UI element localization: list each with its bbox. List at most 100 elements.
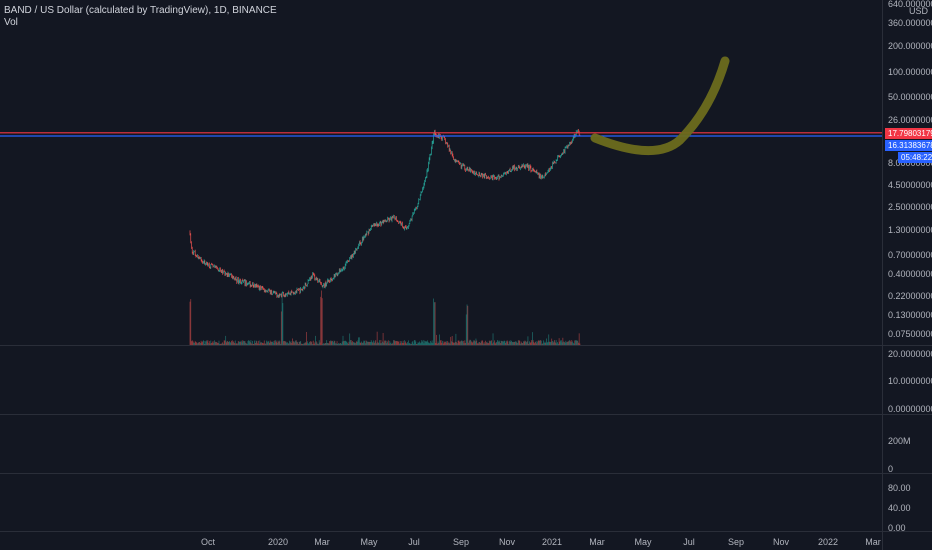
volume-bar xyxy=(411,342,413,345)
volume-bar xyxy=(532,340,534,345)
volume-bar xyxy=(246,343,247,345)
volume-bar xyxy=(487,343,489,345)
volume-bar xyxy=(428,342,429,345)
volume-bar xyxy=(496,341,498,345)
volume-bar xyxy=(549,341,550,345)
volume-bar xyxy=(475,338,477,345)
volume-bar xyxy=(225,335,227,345)
volume-bar xyxy=(429,343,431,345)
volume-bar xyxy=(369,341,371,345)
volume-bar xyxy=(421,340,423,345)
time-axis-tick: Jul xyxy=(408,537,420,547)
volume-bar xyxy=(572,342,574,345)
volume-bar xyxy=(430,340,432,345)
volume-bar xyxy=(347,343,349,345)
volume-bar xyxy=(520,343,521,345)
drawing-brush-curve[interactable] xyxy=(590,56,730,156)
time-axis-tick: 2020 xyxy=(267,537,289,547)
volume-bar xyxy=(437,341,439,345)
volume-bar xyxy=(539,340,541,345)
volume-bar xyxy=(425,341,427,345)
volume-bar xyxy=(364,340,365,345)
volume-bar xyxy=(449,343,451,345)
volume-bar xyxy=(259,340,261,345)
volume-bar xyxy=(382,332,384,345)
volume-bar xyxy=(566,341,568,345)
volume-bar xyxy=(460,340,462,345)
volume-bar xyxy=(361,342,363,345)
volume-bar xyxy=(560,340,562,345)
volume-bar xyxy=(326,340,328,345)
volume-bar xyxy=(204,343,206,345)
volume-bar xyxy=(413,340,415,345)
volume-bar xyxy=(243,341,245,345)
volume-bar xyxy=(221,343,223,345)
volume-bar xyxy=(284,341,286,345)
volume-bar xyxy=(257,340,259,345)
volume-bar xyxy=(262,342,264,345)
volume-bar xyxy=(555,340,557,345)
volume-bar xyxy=(559,341,561,345)
volume-bar xyxy=(469,339,471,345)
volume-bar xyxy=(567,341,569,345)
volume-bar xyxy=(517,340,519,345)
volume-bar xyxy=(378,340,380,345)
volume-bar xyxy=(546,342,548,345)
volume-bar xyxy=(505,341,507,345)
volume-bar xyxy=(528,343,530,345)
time-axis-tick: Sep xyxy=(452,537,470,547)
volume-bar xyxy=(566,342,567,345)
time-axis-tick: Sep xyxy=(727,537,745,547)
volume-bar xyxy=(303,343,305,345)
volume-bar xyxy=(214,341,216,345)
volume-bar xyxy=(540,340,541,345)
volume-bar xyxy=(234,343,235,345)
volume-bar xyxy=(558,338,560,345)
volume-bar xyxy=(547,341,549,345)
volume-bar xyxy=(306,341,308,345)
volume-bar xyxy=(454,341,456,345)
volume-bar xyxy=(422,340,424,345)
volume-bar xyxy=(191,340,193,345)
volume-bar xyxy=(386,343,388,345)
time-axis-tick: Nov xyxy=(772,537,790,547)
volume-bar xyxy=(451,336,453,345)
price-axis-tick: 50.00000000 xyxy=(888,92,932,102)
volume-bar xyxy=(484,343,486,345)
volume-bar xyxy=(266,342,268,345)
volume-bar xyxy=(383,342,385,345)
volume-bar xyxy=(533,342,535,345)
volume-bar xyxy=(315,341,317,345)
volume-bar xyxy=(267,340,269,345)
volume-bar xyxy=(244,341,246,345)
volume-bar xyxy=(260,342,261,345)
volume-bar xyxy=(573,343,575,345)
price-axis-tick: 0.40000000 xyxy=(888,269,932,279)
pane4-axis-label: 40.00 xyxy=(888,503,911,513)
volume-bar xyxy=(544,341,546,345)
volume-bar xyxy=(372,342,374,345)
volume-bar xyxy=(215,342,217,345)
volume-bar xyxy=(330,341,332,345)
volume-bar xyxy=(384,340,385,345)
volume-bar xyxy=(553,341,555,345)
volume-bar xyxy=(254,342,256,345)
volume-bar xyxy=(230,342,232,345)
volume-bar xyxy=(398,341,400,345)
volume-bar xyxy=(270,341,272,345)
volume-bar xyxy=(305,342,307,345)
volume-bar xyxy=(423,343,425,345)
volume-bar xyxy=(522,343,524,345)
volume-bar xyxy=(253,343,255,345)
volume-bar xyxy=(338,343,339,345)
volume-bar xyxy=(220,343,221,345)
volume-bar xyxy=(261,342,263,345)
pane3-axis-label: 0 xyxy=(888,464,894,474)
volume-bar xyxy=(304,342,306,345)
volume-bar xyxy=(349,333,351,345)
volume-bar xyxy=(286,342,288,345)
volume-bar xyxy=(561,342,563,345)
volume-bar xyxy=(379,343,381,345)
volume-bar xyxy=(338,343,340,345)
